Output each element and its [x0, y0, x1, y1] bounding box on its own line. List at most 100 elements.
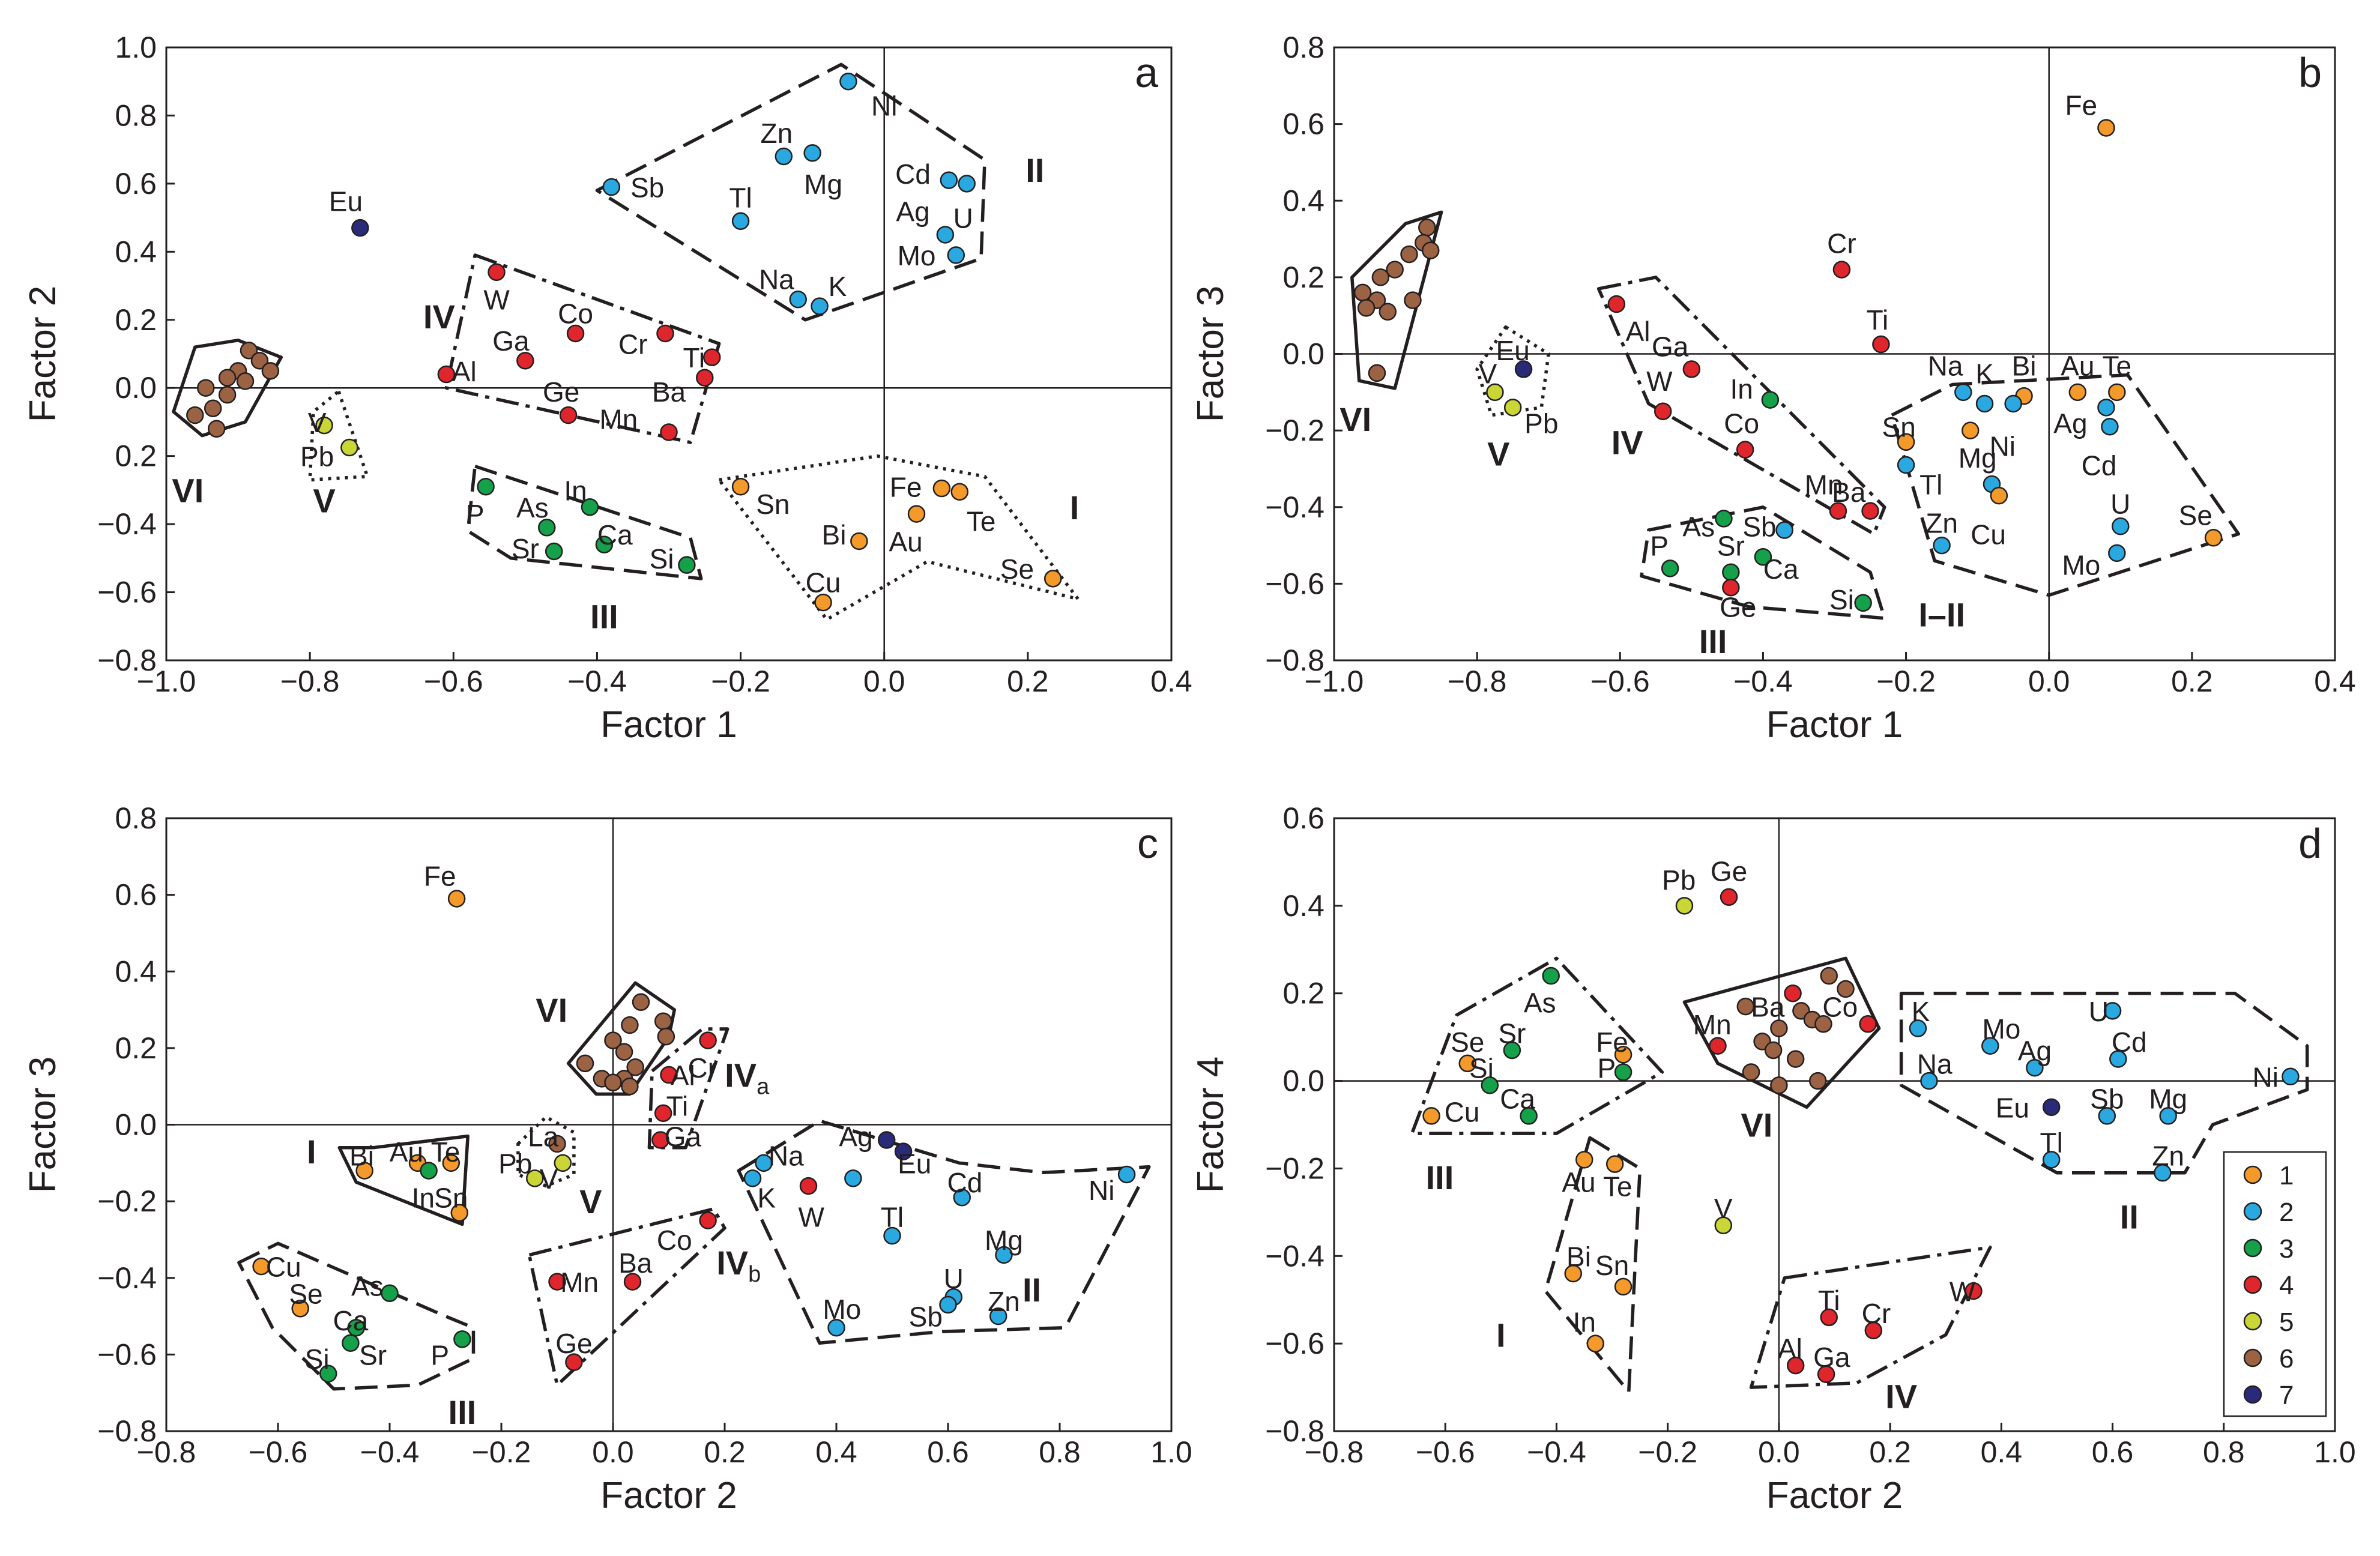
- point-label: Se: [2179, 500, 2212, 531]
- data-point: [953, 1188, 971, 1207]
- point-label: In: [564, 475, 587, 506]
- point-label: Bi: [1566, 1241, 1591, 1272]
- data-point: [453, 1330, 471, 1348]
- point-label: Mo: [823, 1294, 861, 1325]
- point-label: Fe: [890, 472, 922, 503]
- x-tick-label: 0.8: [1039, 1435, 1081, 1469]
- data-point: [731, 212, 750, 231]
- point-label: V: [1714, 1193, 1733, 1224]
- y-tick-label: 0.0: [115, 1108, 157, 1142]
- point-label: Sn: [756, 489, 790, 520]
- data-point: [2109, 1050, 2127, 1068]
- x-tick-label: −0.4: [567, 665, 627, 698]
- group-outline: [647, 1027, 729, 1150]
- data-point: [1897, 433, 1915, 451]
- data-point: [839, 72, 857, 91]
- data-point: [1837, 980, 1855, 998]
- data-point: [1909, 1019, 1927, 1037]
- point-label: Mo: [2062, 549, 2100, 580]
- y-tick-label: 0.8: [115, 801, 157, 835]
- data-point: [940, 171, 958, 189]
- point-label: K: [1912, 996, 1930, 1027]
- data-point: [250, 352, 269, 370]
- data-point: [315, 416, 333, 435]
- point-label: Se: [1000, 553, 1034, 585]
- data-point: [678, 556, 696, 574]
- data-point: [1368, 364, 1386, 382]
- group-label: III: [1426, 1159, 1454, 1196]
- data-point: [1714, 1216, 1733, 1234]
- data-point: [1859, 1015, 1877, 1033]
- point-label: K: [829, 271, 847, 302]
- chart-panel-d: −0.8 −0.6 −0.4 −0.2 0.0 0.2 0.4 0.6 0.8 1.0 −0.8 −0…: [1190, 801, 2356, 1516]
- point-label: Ca: [333, 1305, 368, 1336]
- group-label-sub: a: [757, 1075, 770, 1100]
- data-point: [2101, 417, 2119, 436]
- data-point: [827, 1318, 845, 1337]
- data-point: [2042, 1098, 2061, 1117]
- data-point: [1808, 1072, 1827, 1090]
- data-point: [775, 147, 793, 166]
- y-tick-label: 0.0: [115, 371, 157, 405]
- y-tick-label: −0.8: [97, 1414, 157, 1448]
- data-point: [657, 1027, 675, 1046]
- data-point: [1775, 521, 1793, 539]
- data-point: [654, 1104, 672, 1123]
- point-label: Ge: [555, 1328, 592, 1359]
- chart-panel-b: −1.0 −0.8 −0.6 −0.4 −0.2 0.0 0.2 0.4−0.8−0.6−0.…: [1190, 31, 2356, 746]
- data-point: [1520, 1107, 1538, 1125]
- x-tick-label: 0.0: [592, 1435, 634, 1469]
- data-point: [1736, 441, 1754, 459]
- data-point: [537, 519, 556, 537]
- group-label-main: IV: [725, 1057, 757, 1094]
- data-point: [450, 1204, 468, 1222]
- x-tick-label: 1.0: [1150, 1435, 1192, 1469]
- legend-label: 7: [2279, 1381, 2294, 1410]
- data-point: [1379, 303, 1397, 321]
- point-label: As: [1682, 511, 1715, 543]
- data-point: [342, 1334, 360, 1352]
- data-point: [1400, 245, 1418, 264]
- data-point: [1933, 536, 1951, 555]
- point-label: Ni: [1089, 1175, 1114, 1206]
- y-tick-label: −0.6: [97, 1337, 157, 1371]
- point-label: Ca: [1500, 1084, 1535, 1115]
- x-tick-label: −0.4: [360, 1435, 420, 1469]
- x-axis-label: Factor 2: [1766, 1475, 1903, 1516]
- data-point: [186, 406, 204, 424]
- point-label: Na: [759, 264, 794, 295]
- data-point: [319, 1365, 337, 1383]
- data-point: [340, 438, 358, 457]
- point-label: U: [2110, 488, 2130, 519]
- data-point: [1709, 1037, 1727, 1055]
- data-point: [621, 1016, 639, 1034]
- point-label: W: [798, 1202, 824, 1233]
- y-tick-label: −0.6: [1265, 1327, 1324, 1360]
- legend-marker: [2243, 1385, 2262, 1404]
- data-point: [420, 1162, 438, 1180]
- point-label: Na: [769, 1141, 804, 1172]
- group-outline: [1682, 956, 1881, 1109]
- data-point: [1861, 502, 1879, 520]
- data-point: [814, 593, 832, 612]
- data-point: [1607, 295, 1626, 313]
- point-label: Zn: [1925, 507, 1958, 538]
- point-label: Tl: [1919, 469, 1942, 500]
- y-tick-label: 0.6: [115, 167, 157, 201]
- y-tick-label: −0.6: [1265, 567, 1324, 600]
- data-point: [291, 1300, 309, 1318]
- data-point: [2154, 1163, 2172, 1182]
- point-label: U: [944, 1263, 964, 1294]
- data-point: [615, 1043, 633, 1061]
- point-label: Al: [1778, 1333, 1802, 1364]
- y-tick-label: 0.2: [115, 303, 157, 337]
- legend-label: 3: [2279, 1234, 2294, 1264]
- data-point: [1371, 268, 1390, 286]
- point-label: Mg: [2149, 1084, 2187, 1115]
- y-tick-label: 0.0: [1282, 1064, 1324, 1098]
- data-point: [1404, 291, 1422, 309]
- point-label: As: [516, 492, 549, 523]
- data-point: [604, 1031, 622, 1049]
- group-label: V: [1487, 435, 1509, 472]
- data-point: [447, 890, 466, 908]
